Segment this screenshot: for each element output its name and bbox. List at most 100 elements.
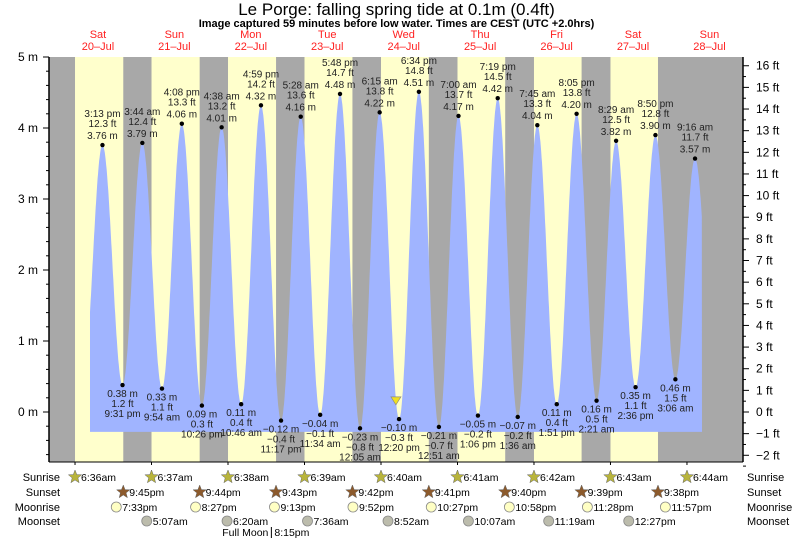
right-tick-label: 16 ft [756, 59, 780, 73]
day-name-label: Tue [318, 29, 337, 41]
moonset-icon [543, 515, 555, 527]
tide-area [90, 91, 702, 432]
tide-ft-text: 0.3 ft [191, 420, 213, 431]
tide-m-text: −0.04 m [302, 419, 338, 430]
day-name-label: Thu [471, 29, 490, 41]
sunset-time: 9:39pm [588, 487, 623, 499]
tide-ft-text: 13.2 ft [208, 101, 236, 112]
tide-time-text: 2:36 pm [618, 411, 654, 422]
moonset-time: 12:27pm [635, 516, 676, 528]
tide-m-text: 4.32 m [246, 91, 277, 102]
tide-ft-text: −0.7 ft [425, 441, 453, 452]
tide-ft-text: −0.4 ft [267, 435, 295, 446]
sunset-icon [268, 484, 284, 499]
tide-m-text: −0.21 m [421, 431, 457, 442]
tide-ft-text: −0.3 ft [385, 433, 413, 444]
high-tide-point [100, 142, 105, 148]
full-moon-label: Full Moon [222, 527, 268, 539]
tide-ft-text: 14.5 ft [484, 72, 512, 83]
tide-time-text: 7:00 am [440, 80, 476, 91]
moonset-icon [623, 515, 635, 527]
high-tide-point [574, 111, 579, 117]
full-moon-time: 8:15pm [274, 527, 309, 539]
tide-ft-text: 14.7 ft [326, 68, 354, 79]
right-tick-label: 2 ft [756, 362, 773, 376]
right-tick-label: 0 ft [756, 405, 773, 419]
moonrise-time: 7:33pm [122, 502, 157, 514]
sunset-row-label: Sunset [26, 487, 60, 499]
day-name-label: Sun [700, 29, 720, 41]
tide-m-text: −0.07 m [500, 421, 536, 432]
low-tide-point [515, 414, 520, 420]
low-tide-label: 0.38 m1.2 ft9:31 pm [104, 389, 140, 420]
tide-time-text: 6:15 am [362, 76, 398, 87]
day-name-label: Sun [165, 29, 185, 41]
tide-time-text: 2:21 am [578, 425, 614, 436]
low-tide-point [199, 403, 205, 408]
moonrise-icon [425, 501, 437, 513]
tide-ft-text: 13.7 ft [445, 90, 473, 101]
tide-time-text: 9:16 am [677, 123, 713, 134]
tide-m-text: 3.90 m [640, 121, 671, 132]
tide-time-text: 8:50 pm [637, 99, 673, 110]
sunset-icon [115, 484, 131, 499]
tide-time-text: 8:29 am [598, 105, 634, 116]
day-date-label: 26–Jul [540, 41, 572, 53]
tide-m-text: 4.01 m [206, 113, 237, 124]
tide-time-text: 7:45 am [519, 89, 555, 100]
low-tide-point [554, 401, 559, 407]
high-tide-point [416, 89, 422, 94]
moonrise-time: 11:28pm [593, 502, 633, 514]
day-name-label: Wed [393, 29, 415, 41]
tide-time-text: 10:46 am [220, 428, 262, 439]
right-tick-label: 14 ft [756, 102, 780, 116]
sunset-time: 9:41pm [435, 487, 470, 499]
low-tide-point [633, 384, 638, 390]
left-tick-label: 2 m [18, 263, 38, 277]
right-tick-label: 11 ft [756, 167, 779, 181]
moonrise-time: 8:27pm [202, 502, 237, 514]
left-tick-label: 5 m [18, 50, 38, 64]
low-tide-point [159, 386, 165, 391]
tide-time-text: 1:06 pm [460, 440, 496, 451]
high-tide-point [613, 138, 619, 143]
tide-ft-text: 12.3 ft [89, 119, 117, 130]
day-name-label: Sat [625, 29, 642, 41]
low-tide-point [475, 413, 481, 418]
tide-time-text: 5:28 am [283, 81, 319, 92]
tide-ft-text: 0.5 ft [585, 415, 607, 426]
right-tick-label: 10 ft [756, 189, 780, 203]
high-tide-point [298, 114, 303, 119]
current-time-marker [390, 396, 402, 406]
sunrise-row-label: Sunrise [23, 472, 60, 484]
tide-m-text: 4.51 m [404, 78, 435, 89]
high-tide-point [456, 113, 461, 119]
sunrise-icon [603, 469, 618, 484]
moonrise-time: 11:57pm [671, 502, 711, 514]
left-tick-label: 3 m [18, 192, 38, 206]
tide-time-text: 3:44 am [124, 107, 160, 118]
low-tide-point [278, 418, 284, 423]
moonset-time: 11:19am [555, 516, 595, 528]
tide-time-text: 1:51 pm [539, 428, 575, 439]
high-tide-point [219, 125, 224, 130]
sunrise-time: 6:40am [387, 472, 422, 484]
moonrise-time: 9:52pm [359, 502, 394, 514]
day-date-label: 23–Jul [311, 41, 343, 53]
sunset-time: 9:42pm [358, 487, 393, 499]
left-tick-label: 1 m [18, 334, 38, 348]
tide-ft-text: 13.3 ft [168, 98, 196, 109]
sunset-time: 9:38pm [664, 487, 699, 499]
day-date-label: 25–Jul [464, 41, 496, 53]
high-tide-point [258, 103, 264, 108]
right-tick-label: 13 ft [756, 124, 780, 138]
